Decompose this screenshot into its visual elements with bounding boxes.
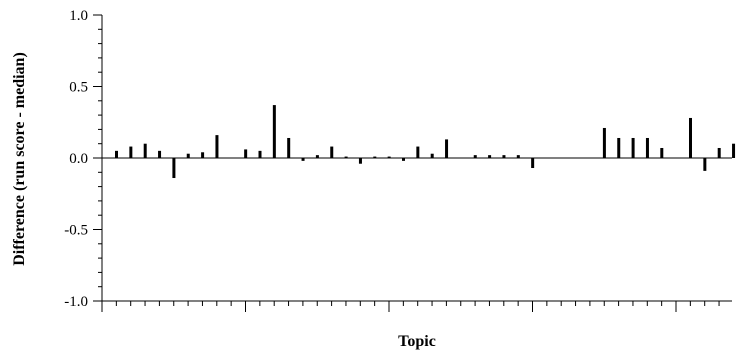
bar (129, 146, 133, 158)
bar (516, 155, 520, 158)
bar (186, 153, 190, 158)
x-axis-title: Topic (398, 333, 436, 350)
bar (631, 137, 635, 158)
bar (488, 155, 492, 158)
bar (617, 137, 621, 158)
bar (287, 137, 291, 158)
bar (115, 150, 118, 158)
bar (373, 156, 377, 158)
bar (703, 158, 707, 171)
y-tick-label: 0.0 (69, 151, 88, 167)
bar (660, 147, 664, 158)
bar (559, 158, 563, 159)
bar (315, 155, 319, 158)
bar (502, 155, 506, 158)
bar (732, 143, 736, 158)
bar (602, 127, 606, 158)
y-tick-label: -1.0 (64, 294, 88, 310)
y-axis-title: Difference (run score - median) (11, 52, 28, 266)
bar (574, 158, 578, 159)
bar (402, 158, 405, 161)
bar (645, 137, 649, 158)
bar (717, 147, 721, 158)
bar (459, 158, 463, 159)
bar (358, 158, 362, 164)
bar (689, 117, 692, 158)
bar (344, 156, 348, 158)
y-tick-label: 0.5 (69, 80, 88, 96)
bar (473, 155, 477, 158)
bar (301, 158, 305, 161)
bar (330, 146, 334, 158)
bar (387, 156, 391, 158)
bar (215, 135, 219, 158)
bar (674, 158, 678, 159)
bar (430, 153, 434, 158)
bar (258, 150, 262, 158)
bar (229, 158, 233, 159)
bar (272, 105, 276, 158)
y-tick-label: -0.5 (64, 223, 88, 239)
bar (531, 158, 535, 169)
bar (201, 152, 205, 158)
bar (588, 158, 592, 159)
bar (244, 149, 248, 158)
plot-area: 1.0 0.5 0.0 -0.5 -1.0 (64, 8, 736, 312)
bar (445, 139, 449, 158)
bar (172, 158, 176, 179)
bar (158, 150, 162, 158)
bar (545, 158, 549, 159)
bar (143, 143, 147, 158)
bar (416, 146, 420, 158)
y-tick-label: 1.0 (69, 8, 88, 24)
